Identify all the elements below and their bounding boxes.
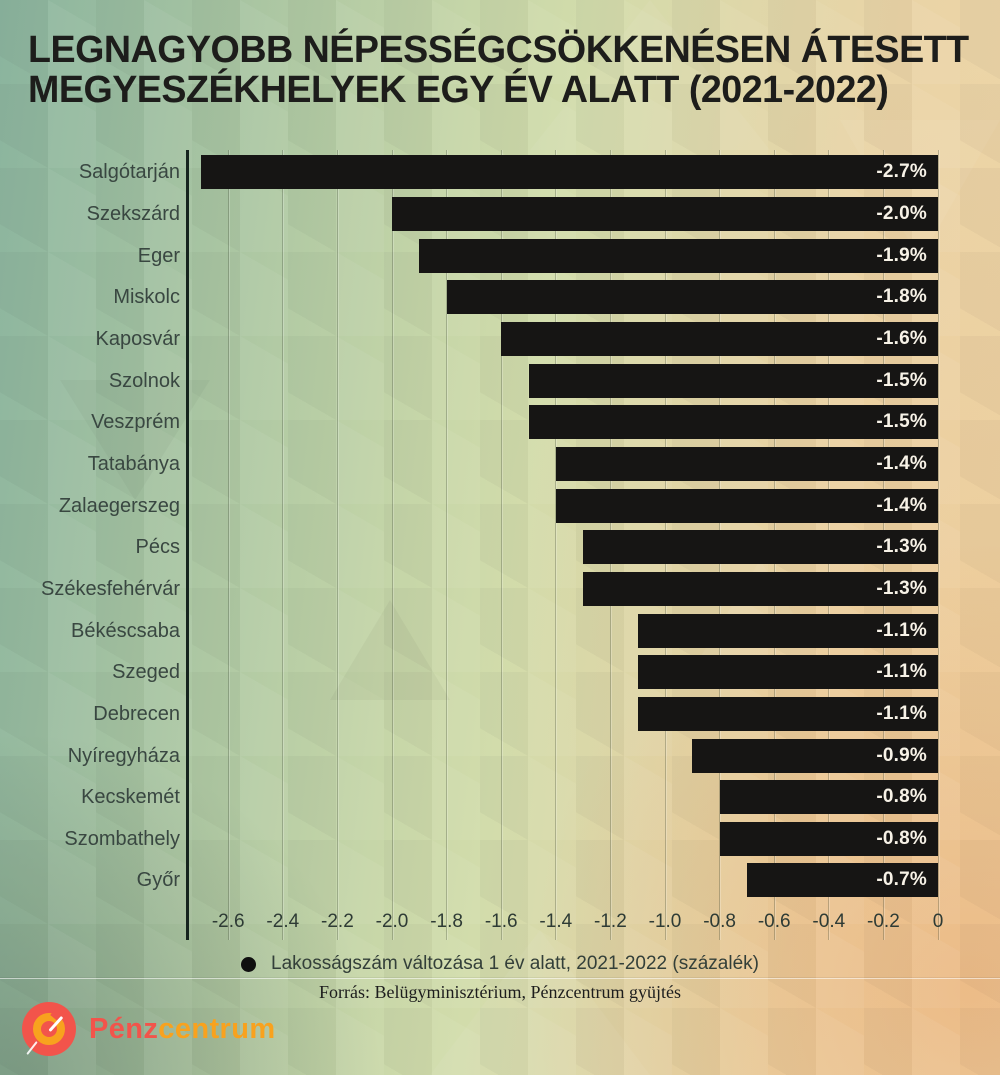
gauge-ring [33,1013,65,1045]
gridline [555,150,557,940]
category-label: Szolnok [108,369,180,392]
x-axis-tick-label: -2.2 [321,911,354,932]
bar: -1.4% [555,446,938,481]
category-label: Szekszárd [86,203,180,226]
category-label: Győr [136,869,180,892]
category-label: Kaposvár [95,328,181,351]
bar-value-label: -2.0% [876,203,927,225]
category-label: Székesfehérvár [41,577,180,600]
category-label: Zalaegerszeg [58,494,180,517]
gridline [937,150,939,940]
bar-value-label: -1.4% [876,494,927,516]
logo-wordmark: Pénzcentrum [89,1013,276,1046]
bar-value-label: -1.5% [876,369,927,391]
x-axis-tick-label: -1.4 [539,911,573,932]
category-label: Eger [137,244,180,267]
logo-text-secondary: centrum [158,1012,276,1045]
category-label: Debrecen [93,702,180,725]
category-label: Békéscsaba [71,619,180,642]
bar-value-label: -1.5% [876,411,927,433]
gridline [391,150,393,940]
bar-value-label: -1.1% [876,619,927,641]
bar-value-label: -1.8% [876,286,927,308]
page-title-line2: MEGYESZÉKHELYEK EGY ÉV ALATT (2021-2022) [28,69,889,111]
bar-value-label: -2.7% [876,161,927,183]
x-axis-tick-label: -1.6 [484,911,518,932]
x-axis-tick-label: -2.4 [266,911,300,932]
bar-value-label: -1.1% [876,661,927,683]
bar-value-label: -1.9% [876,244,927,266]
bar: -1.5% [528,363,938,398]
bar-value-label: -1.3% [876,536,927,558]
gridline [282,150,284,940]
bar: -2.0% [392,197,938,232]
gridline [227,150,229,940]
bar: -1.5% [528,405,938,440]
bar: -1.8% [446,280,938,315]
source-note: Forrás: Belügyminisztérium, Pénzcentrum … [319,982,681,1002]
gauge-tail [26,1041,38,1055]
bar: -1.3% [583,530,938,565]
bar-value-label: -0.8% [876,786,927,808]
bar: -0.8% [719,821,938,856]
category-label: Salgótarján [78,161,180,184]
category-label: Kecskemét [81,786,180,809]
bar-value-label: -1.1% [876,702,927,724]
bar: -0.9% [692,738,938,773]
bar: -2.7% [200,155,938,190]
category-label: Pécs [135,536,180,559]
legend: Lakosságszám változása 1 év alatt, 2021-… [0,953,1000,975]
bar: -1.1% [637,655,938,690]
x-axis-tick-label: -1.8 [430,911,463,932]
logo-text-primary: Pénz [89,1012,159,1045]
bar-value-label: -0.7% [876,869,927,891]
x-axis-tick-label: -2.0 [375,911,409,932]
category-label: Veszprém [91,411,180,434]
bar: -1.4% [555,488,938,523]
bar-value-label: -1.4% [876,452,927,474]
page-title: LEGNAGYOBB NÉPESSÉGCSÖKKENÉSEN ÁTESETT M… [28,30,978,110]
x-axis-tick-label: -0.4 [812,911,846,932]
bar-value-label: -0.9% [876,744,927,766]
bar: -1.9% [419,238,938,273]
category-label: Szombathely [64,827,180,850]
y-axis-line [186,150,189,940]
category-label: Miskolc [113,286,180,309]
x-axis-tick-label: -0.8 [703,911,736,932]
bar: -0.8% [719,780,938,815]
gridline [446,150,448,940]
x-axis-tick-label: -2.6 [211,911,245,932]
category-label: Nyíregyháza [67,744,180,767]
legend-marker-icon [241,956,257,972]
bar: -1.6% [501,322,938,357]
category-label: Tatabánya [87,452,180,475]
x-axis-tick-label: -1.2 [594,911,627,932]
bar: -1.1% [637,613,938,648]
gauge-icon [22,1002,76,1056]
footer-divider [0,978,1000,979]
bar-value-label: -1.6% [876,328,927,350]
bar-value-label: -1.3% [876,577,927,599]
gridline [500,150,502,940]
penzcentrum-logo: Pénzcentrum [22,1002,276,1056]
x-axis-tick-label: -1.0 [648,911,682,932]
bar: -1.1% [637,696,938,731]
x-axis-tick-label: -0.2 [867,911,900,932]
x-axis-tick-label: 0 [932,911,944,932]
bar: -0.7% [746,863,938,898]
gridline [336,150,338,940]
x-axis-tick-label: -0.6 [757,911,791,932]
page-title-line1: LEGNAGYOBB NÉPESSÉGCSÖKKENÉSEN ÁTESETT [28,29,969,71]
bar: -1.3% [583,571,938,606]
category-label: Szeged [112,661,180,684]
legend-label: Lakosságszám változása 1 év alatt, 2021-… [271,953,759,974]
bar-value-label: -0.8% [876,827,927,849]
